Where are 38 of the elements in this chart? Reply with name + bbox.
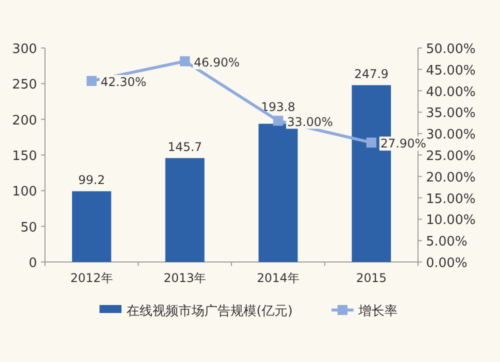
point <box>366 138 376 148</box>
legend-label: 在线视频市场广告规模(亿元) <box>126 304 293 319</box>
y-tick-label: 200 <box>12 113 37 128</box>
bar <box>165 158 204 262</box>
data-label: 46.90% <box>194 55 240 70</box>
data-label: 42.30% <box>100 74 146 89</box>
point <box>273 116 284 126</box>
y2-tick-label: 25.00% <box>426 149 476 164</box>
y-tick-label: 150 <box>12 149 37 164</box>
legend-label: 增长率 <box>358 303 398 319</box>
y-tick-label: 300 <box>12 42 37 57</box>
x-tick-label: 2013年 <box>164 271 206 285</box>
bar <box>72 191 112 262</box>
data-label: 193.8 <box>260 100 296 114</box>
x-tick-label: 2015 <box>356 271 387 285</box>
x-tick-label: 2014年 <box>256 271 300 285</box>
y-tick-label: 50 <box>20 220 37 236</box>
y-tick-label: 100 <box>12 184 37 200</box>
data-label: 99.2 <box>78 173 105 188</box>
y2-tick-label: 30.00% <box>426 128 476 143</box>
y2-tick-label: 40.00% <box>426 84 476 100</box>
y2-tick-label: 10.00% <box>426 213 476 228</box>
y2-tick-label: 5.00% <box>426 234 468 250</box>
y2-tick-label: 15.00% <box>426 192 476 207</box>
point <box>86 76 97 86</box>
data-label: 27.90% <box>380 136 426 151</box>
x-tick-label: 2012年 <box>70 271 113 285</box>
y2-tick-label: 20.00% <box>426 170 476 186</box>
data-label: 247.9 <box>354 67 389 82</box>
y-tick-label: 0 <box>28 256 37 271</box>
y2-tick-label: 0.00% <box>426 256 468 271</box>
y2-tick-label: 45.00% <box>426 63 476 78</box>
y2-tick-label: 35.00% <box>426 106 476 122</box>
data-label: 33.00% <box>287 114 333 129</box>
data-label: 145.7 <box>168 140 202 154</box>
y-tick-label: 250 <box>12 78 37 93</box>
point <box>180 56 190 66</box>
y2-tick-label: 50.00% <box>426 42 476 57</box>
